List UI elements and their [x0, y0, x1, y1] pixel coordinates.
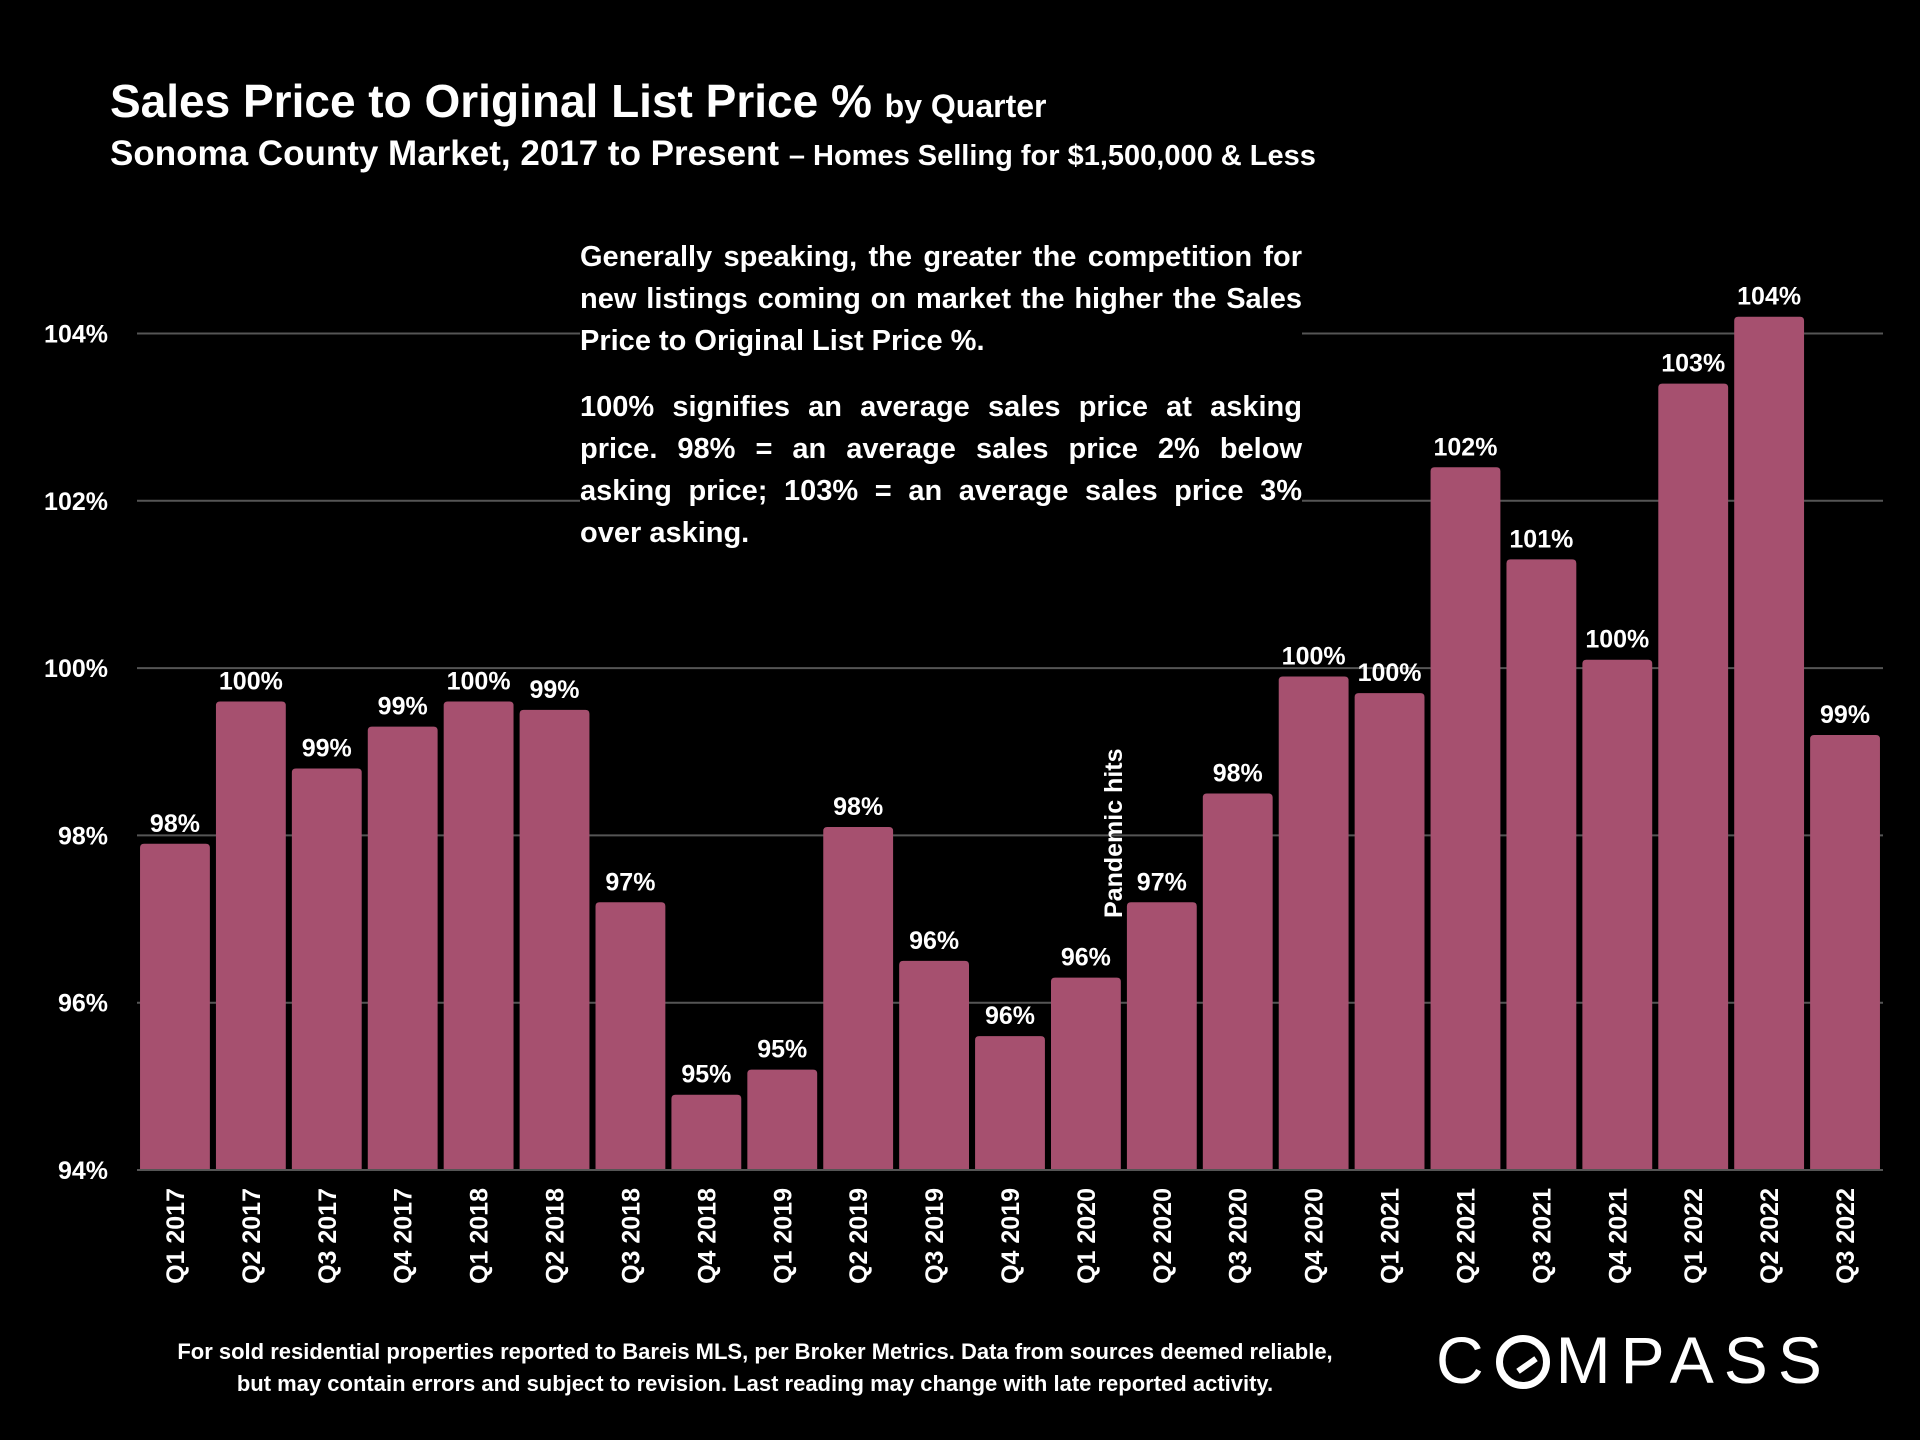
bar-value-label: 99% [529, 676, 579, 704]
compass-logo-o-icon [1495, 1335, 1550, 1389]
bar-value-label: 100% [447, 668, 511, 696]
y-tick-label: 104% [44, 320, 108, 348]
bar-value-label: 100% [1358, 659, 1422, 687]
x-tick-label: Q1 2020 [1073, 1188, 1101, 1284]
bar [215, 701, 286, 1170]
bar-value-label: 99% [302, 734, 352, 762]
bar [1126, 902, 1197, 1170]
x-tick-label: Q4 2018 [693, 1188, 721, 1284]
bar-value-label: 97% [1137, 868, 1187, 896]
bar [1658, 383, 1729, 1171]
note-paragraph-2: 100% signifies an average sales price at… [580, 391, 1302, 549]
x-tick-label: Q3 2018 [617, 1188, 645, 1284]
x-tick-label: Q3 2019 [921, 1188, 949, 1284]
bar-value-label: 96% [909, 927, 959, 955]
bar-value-label: 95% [757, 1036, 807, 1064]
bar-value-label: 95% [681, 1061, 731, 1089]
bar-value-label: 104% [1737, 283, 1801, 311]
bar [1354, 693, 1425, 1170]
x-tick-label: Q2 2018 [542, 1188, 570, 1284]
bar-value-label: 100% [1585, 626, 1649, 654]
bar-value-label: 101% [1509, 525, 1573, 553]
x-tick-label: Q2 2017 [238, 1188, 266, 1284]
bar [899, 960, 970, 1170]
x-tick-label: Q3 2017 [314, 1188, 342, 1284]
y-tick-label: 96% [58, 990, 108, 1018]
footer-line-1: For sold residential properties reported… [177, 1339, 1333, 1364]
bar-value-label: 102% [1434, 433, 1498, 461]
bar [1810, 735, 1880, 1170]
bar-value-label: 96% [985, 1002, 1035, 1030]
bar [671, 1094, 742, 1170]
bar [519, 709, 590, 1170]
bar [140, 843, 210, 1170]
x-tick-label: Q1 2021 [1377, 1188, 1405, 1284]
y-tick-label: 98% [58, 822, 108, 850]
bar-value-label: 96% [1061, 944, 1111, 972]
x-tick-label: Q2 2021 [1452, 1188, 1480, 1284]
footer-disclaimer: For sold residential properties reported… [130, 1336, 1380, 1400]
bar [367, 726, 438, 1170]
x-tick-label: Q3 2020 [1225, 1188, 1253, 1284]
compass-logo: C MPASS [1436, 1323, 1832, 1397]
y-tick-label: 94% [58, 1157, 108, 1185]
bar [1278, 676, 1349, 1170]
bar [747, 1069, 818, 1170]
bar [443, 701, 514, 1170]
bar [1430, 467, 1501, 1170]
bar-value-label: 100% [1282, 642, 1346, 670]
x-tick-label: Q4 2020 [1301, 1188, 1329, 1284]
bar [595, 902, 666, 1170]
x-tick-label: Q2 2020 [1149, 1188, 1177, 1284]
bar-value-label: 98% [1213, 760, 1263, 788]
bar-value-label: 103% [1661, 350, 1725, 378]
y-tick-label: 102% [44, 488, 108, 516]
x-tick-label: Q4 2021 [1604, 1188, 1632, 1284]
bar-value-label: 98% [833, 793, 883, 821]
x-tick-label: Q1 2017 [162, 1188, 190, 1284]
bar [823, 827, 894, 1170]
bar-value-label: 97% [605, 868, 655, 896]
bar-value-label: 99% [378, 693, 428, 721]
y-tick-label: 100% [44, 655, 108, 683]
x-tick-label: Q4 2019 [997, 1188, 1025, 1284]
bar [1582, 659, 1653, 1170]
bar [1734, 316, 1805, 1170]
x-tick-label: Q2 2022 [1756, 1188, 1784, 1284]
bar [1506, 559, 1577, 1170]
footer-line-2: but may contain errors and subject to re… [236, 1371, 1274, 1396]
pandemic-annotation: Pandemic hits [1100, 749, 1128, 919]
x-tick-label: Q3 2022 [1832, 1188, 1860, 1284]
bar [291, 768, 362, 1170]
x-tick-label: Q1 2018 [466, 1188, 494, 1284]
chart-subtitle: Sonoma County Market, 2017 to Present – … [110, 134, 1316, 173]
bar [1050, 977, 1121, 1170]
x-tick-label: Q3 2021 [1528, 1188, 1556, 1284]
x-tick-label: Q4 2017 [390, 1188, 418, 1284]
x-tick-label: Q1 2019 [769, 1188, 797, 1284]
x-tick-label: Q2 2019 [845, 1188, 873, 1284]
bar-value-label: 99% [1820, 701, 1870, 729]
bar-value-label: 100% [219, 668, 283, 696]
chart-title: Sales Price to Original List Price % by … [110, 75, 1047, 127]
explanation-note: Generally speaking, the greater the comp… [580, 236, 1302, 578]
bar [1202, 793, 1273, 1170]
x-tick-label: Q1 2022 [1680, 1188, 1708, 1284]
bar [975, 1036, 1045, 1170]
note-paragraph-1: Generally speaking, the greater the comp… [580, 241, 1302, 357]
bar-value-label: 98% [150, 810, 200, 838]
